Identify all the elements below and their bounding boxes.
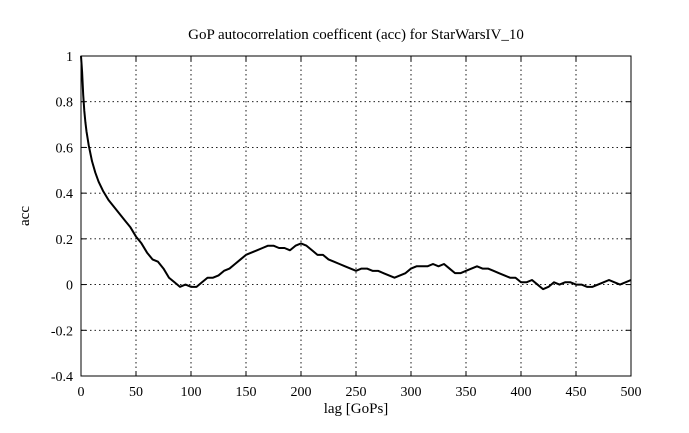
y-tick-label: -0.4 [51,370,73,385]
x-tick-label: 50 [129,385,143,400]
x-tick-label: 500 [621,385,642,400]
y-tick-label: 0.6 [56,141,74,156]
x-tick-label: 300 [401,385,422,400]
tick-layer [80,55,632,377]
y-tick-label: 0 [66,279,73,294]
y-tick-label: 0.4 [56,187,74,202]
x-tick-label: 200 [291,385,312,400]
x-tick-label: 150 [236,385,257,400]
x-tick-label: 0 [78,385,85,400]
x-axis-title: lag [GoPs] [324,401,389,417]
acc-series-line [80,55,632,291]
x-tick-label: 350 [456,385,477,400]
y-tick-label: 0.8 [56,96,74,111]
chart-title: GoP autocorrelation coefficent (acc) for… [188,27,524,43]
grid-layer [81,56,631,376]
x-tick-labels: 0 50 100 150 200 250 300 350 400 450 500 [78,385,642,400]
x-tick-label: 100 [181,385,202,400]
plot-frame [80,55,632,377]
y-tick-label: 1 [66,50,73,65]
y-axis-title: acc [17,206,33,226]
x-tick-label: 450 [566,385,587,400]
y-tick-labels: -0.4 -0.2 0 0.2 0.4 0.6 0.8 1 [51,50,73,385]
y-tick-label: 0.2 [56,233,74,248]
x-tick-label: 400 [511,385,532,400]
x-tick-label: 250 [346,385,367,400]
y-tick-label: -0.2 [51,324,73,339]
